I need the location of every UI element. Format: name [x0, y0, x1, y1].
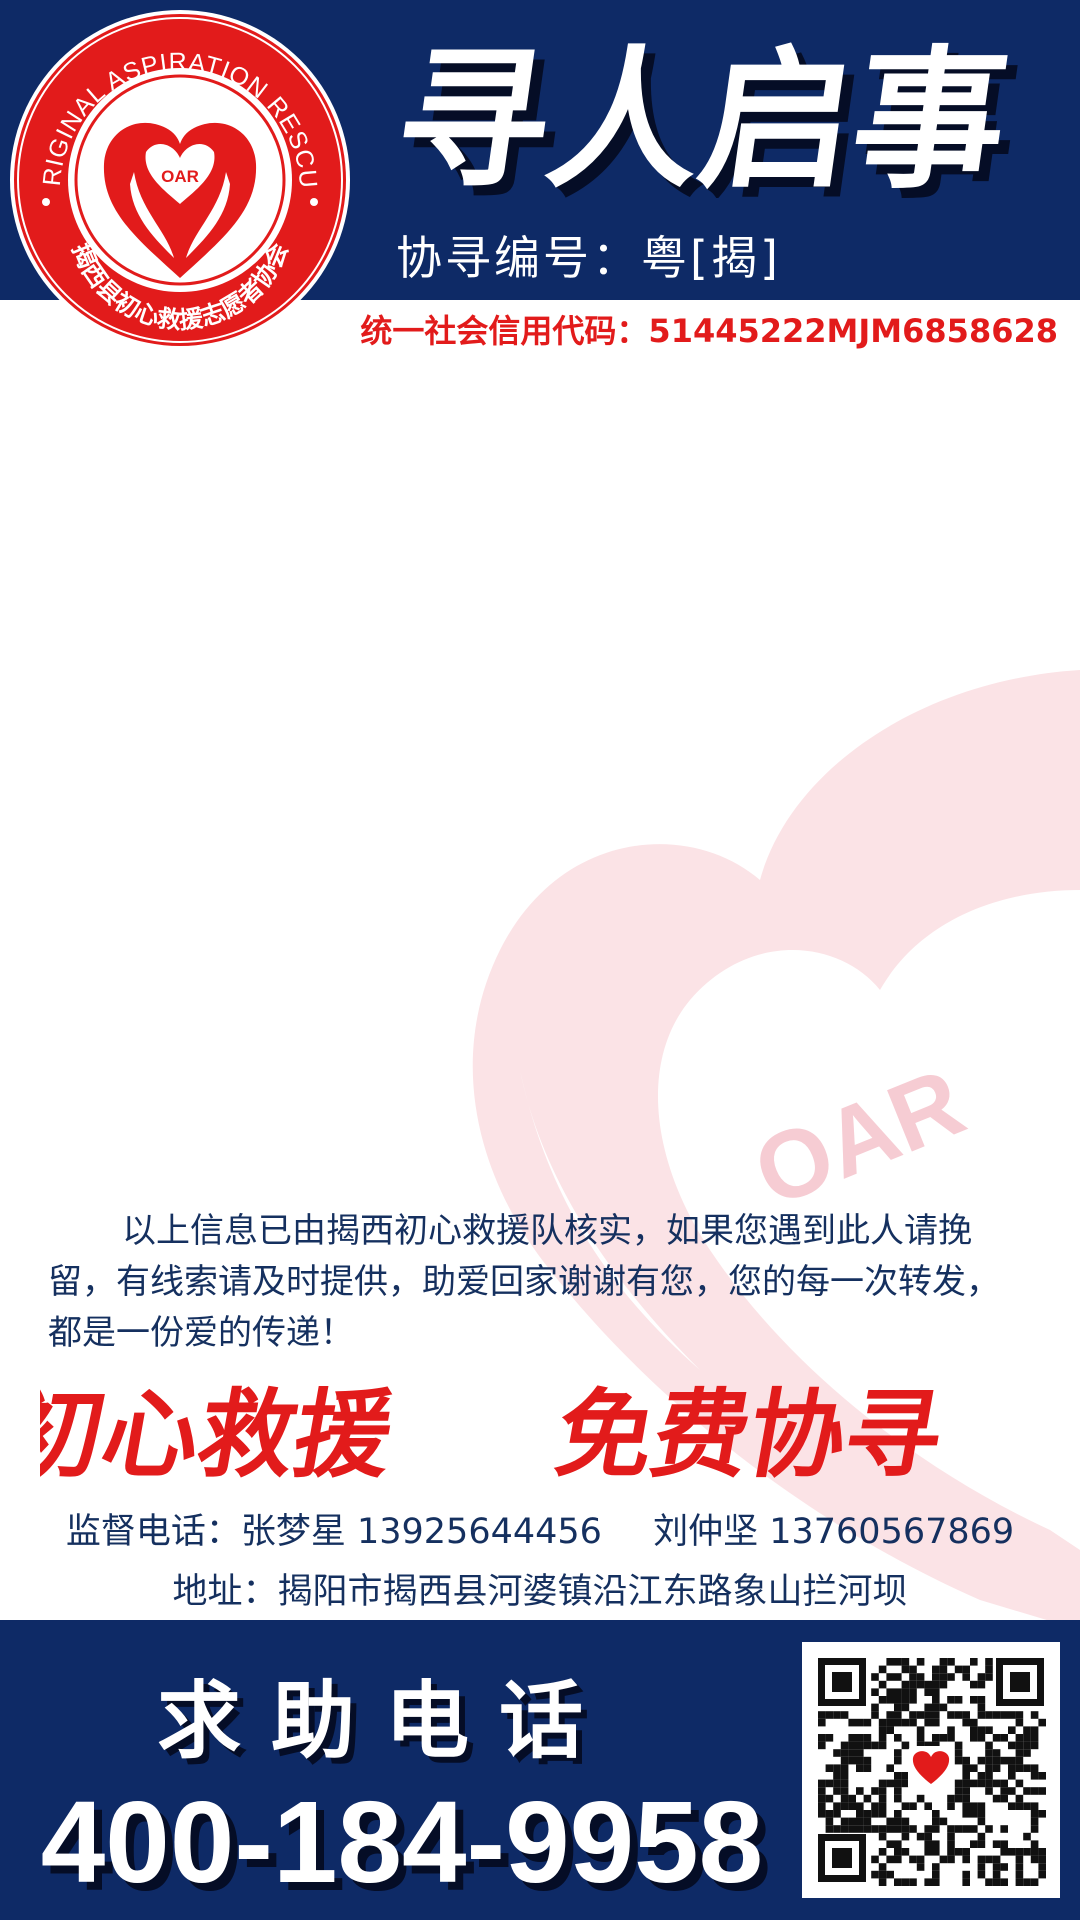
supervision-label: 监督电话： [65, 1512, 241, 1552]
seal-badge-text: OAR [161, 167, 199, 186]
credit-code-value: 51445222MJM6858628 [648, 312, 1058, 350]
helpline-label: 求助电话 求助电话 [157, 1672, 619, 1770]
qr-code[interactable] [802, 1642, 1060, 1898]
association-seal: ORIGINAL ASPIRATION RESCUE 揭西县初心救援志愿者协会 … [6, 6, 350, 350]
address: 地址：揭阳市揭西县河婆镇沿江东路象山拦河坝 [0, 1563, 1080, 1614]
svg-text:400-184-9958: 400-184-9958 [49, 1785, 771, 1900]
supervision-phones: 监督电话：张梦星 13925644456 刘仲坚 13760567869 [0, 1503, 1080, 1554]
contact-name-1: 张梦星 [240, 1512, 346, 1552]
svg-text:寻人启事: 寻人启事 [385, 33, 1018, 198]
case-number: 协寻编号：粤[揭] [396, 222, 781, 288]
address-label: 地址： [172, 1572, 278, 1612]
svg-text:求助电话: 求助电话 [163, 1678, 619, 1770]
notice-text: 以上信息已由揭西初心救援队核实，如果您遇到此人请挽留，有线索请及时提供，助爱回家… [48, 1211, 1000, 1353]
slogan-left: 初心救援 [40, 1379, 403, 1486]
case-number-label: 协寻编号： [396, 231, 641, 285]
svg-text:寻人启事: 寻人启事 [395, 43, 1028, 198]
svg-text:400-184-9958: 400-184-9958 [41, 1777, 763, 1900]
slogan-right: 免费协寻 [548, 1379, 952, 1486]
credit-code-label: 统一社会信用代码： [360, 312, 649, 350]
contact-name-2: 刘仲坚 [653, 1512, 759, 1552]
case-number-value: 粤[揭] [641, 231, 781, 285]
contact-phone-1[interactable]: 13925644456 [356, 1512, 602, 1552]
heart-hands-icon: OAR [103, 122, 257, 279]
contact-phone-2[interactable]: 13760567869 [769, 1512, 1015, 1552]
svg-text:求助电话: 求助电话 [157, 1672, 613, 1770]
credit-code: 统一社会信用代码：51445222MJM6858628 [360, 306, 1058, 352]
address-value: 揭阳市揭西县河婆镇沿江东路象山拦河坝 [277, 1572, 908, 1612]
helpline-number[interactable]: 400-184-9958 400-184-9958 [22, 1770, 782, 1900]
page-title: 寻人启事 寻人启事 [385, 33, 1028, 198]
qr-code-icon [816, 1656, 1046, 1886]
slogan: 初心救援 免费协寻 [40, 1379, 952, 1486]
heart-watermark-icon: OAR [472, 670, 1080, 1630]
